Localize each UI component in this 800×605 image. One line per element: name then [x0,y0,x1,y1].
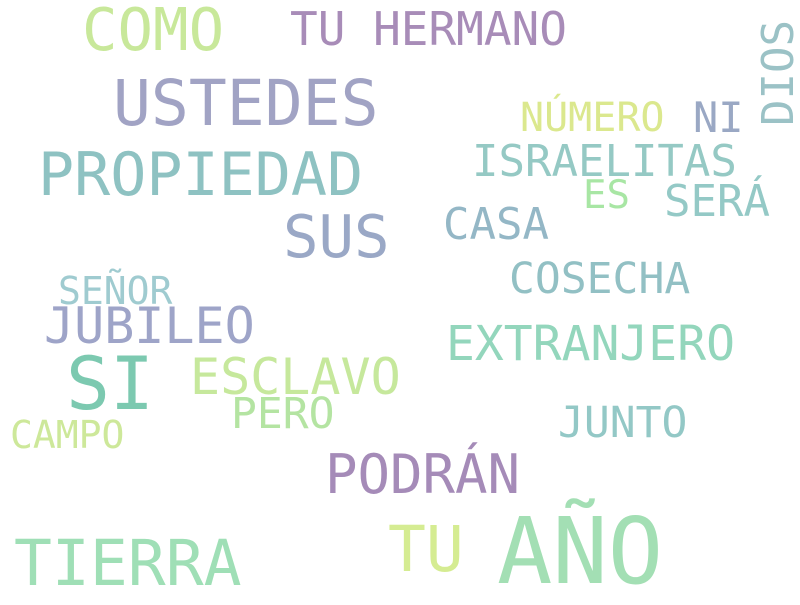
word-tu: TU [388,513,464,586]
word-ni: NI [693,93,744,142]
word-junto: JUNTO [558,398,688,448]
word-esclavo: ESCLAVO [190,348,401,406]
word-tu-hermano: TU HERMANO [290,2,567,56]
word-jubileo: JUBILEO [44,297,255,355]
word-sera: SERÁ [664,176,770,227]
word-ustedes: USTEDES [113,67,379,140]
word-tierra: TIERRA [14,527,242,600]
word-extranjero: EXTRANJERO [446,316,735,372]
word-como: COMO [82,0,225,64]
word-cosecha: COSECHA [509,254,691,304]
word-si: SI [66,342,154,427]
word-senor: SEÑOR [58,269,173,313]
word-numero: NÚMERO [520,95,665,141]
word-es: ES [583,173,630,218]
word-pero: PERO [231,389,335,439]
word-israelitas: ISRAELITAS [472,136,737,187]
word-propiedad: PROPIEDAD [38,140,364,210]
word-casa: CASA [443,199,549,250]
word-ano: AÑO [497,498,664,605]
word-sus: SUS [283,202,390,271]
word-campo: CAMPO [10,413,125,457]
word-podran: PODRÁN [325,443,521,506]
word-dios: DIOS [753,20,800,126]
